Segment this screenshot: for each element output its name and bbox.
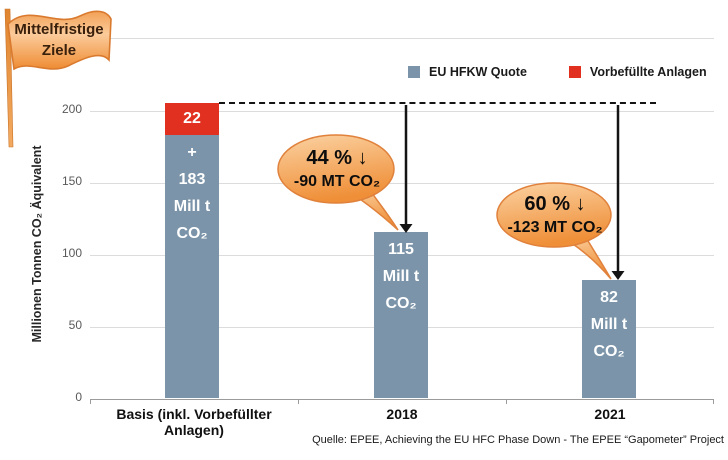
bar-basis-label: + 183 Mill t CO₂ [165, 135, 219, 247]
bar-label-line: 183 [178, 170, 206, 188]
gridline-150 [90, 183, 714, 184]
bar-label-line: Mill t [382, 268, 420, 286]
bar-label-line: Mill t [173, 197, 211, 215]
y-tick-100: 100 [61, 246, 82, 260]
bubble-ellipse [277, 134, 395, 204]
callout-text-2018: 44 % ↓ -90 MT CO₂ [278, 145, 396, 193]
callout-bubble-2018 [277, 134, 399, 231]
callout-bubble-2021 [496, 182, 612, 280]
bar-2021: 82 Mill t CO₂ [582, 279, 636, 398]
bar-label-line: Mill t [590, 315, 628, 333]
bar-basis: 22 + 183 Mill t CO₂ [165, 102, 219, 398]
bar-2018-blue-segment: 115 Mill t CO₂ [374, 232, 428, 398]
bar-label-line: CO₂ [176, 224, 208, 242]
chart-legend: EU HFKW Quote Vorbefüllte Anlagen [408, 65, 707, 79]
legend-label: Vorbefüllte Anlagen [589, 65, 707, 79]
flag-cloth [7, 10, 112, 71]
bar-2021-blue-segment: 82 Mill t CO₂ [582, 279, 636, 398]
bar-label-line: 82 [600, 288, 618, 306]
x-label-basis: Basis (inkl. Vorbefüllter Anlagen) [116, 406, 272, 438]
bar-label-line: + [187, 143, 197, 161]
x-label-2021: 2021 [594, 406, 626, 422]
x-axis-line [90, 399, 714, 400]
bar-label-line: CO₂ [385, 295, 417, 313]
bubble-tail [568, 232, 612, 280]
callout-2021-percent: 60 % ↓ [524, 193, 586, 215]
x-axis-tick [90, 400, 91, 404]
y-tick-0: 0 [75, 390, 82, 404]
reference-dashed-line [219, 102, 656, 104]
legend-swatch-blue [408, 66, 420, 78]
bubble-ellipse [496, 182, 612, 248]
flag-title: Mittelfristige Ziele [10, 19, 108, 61]
x-label-2018: 2018 [386, 406, 418, 422]
flag-pole [4, 8, 14, 148]
y-tick-200: 200 [61, 102, 82, 116]
bar-label-line: CO₂ [593, 342, 625, 360]
y-tick-150: 150 [61, 174, 82, 188]
bar-label-line: 115 [388, 241, 414, 259]
callout-2021-amount: -123 MT CO₂ [507, 219, 603, 236]
bar-basis-red-segment: 22 [165, 102, 219, 135]
callout-2018-percent: 44 % ↓ [306, 147, 368, 169]
legend-swatch-red [568, 66, 581, 78]
bar-2021-label: 82 Mill t CO₂ [582, 280, 636, 365]
callout-2018-amount: -90 MT CO₂ [293, 173, 381, 190]
legend-item-eu-hfkw-quote: EU HFKW Quote [408, 65, 527, 79]
y-tick-50: 50 [68, 318, 82, 332]
bar-2018: 115 Mill t CO₂ [374, 232, 428, 398]
legend-item-vorbefuellte-anlagen: Vorbefüllte Anlagen [568, 65, 707, 79]
legend-label: EU HFKW Quote [429, 65, 527, 79]
x-axis-tick [713, 400, 714, 404]
x-axis-tick [298, 400, 299, 404]
x-axis-tick [506, 400, 507, 404]
bar-basis-blue-segment: + 183 Mill t CO₂ [165, 134, 219, 398]
bar-basis-red-value: 22 [183, 109, 201, 127]
flag-title-line1: Mittelfristige [14, 21, 104, 38]
callout-text-2021: 60 % ↓ -123 MT CO₂ [497, 191, 613, 239]
bar-2018-label: 115 Mill t CO₂ [374, 232, 428, 317]
flag-title-line2: Ziele [41, 42, 77, 59]
gridline-200 [90, 111, 714, 112]
source-citation: Quelle: EPEE, Achieving the EU HFC Phase… [312, 434, 724, 446]
flag-banner [4, 8, 112, 148]
